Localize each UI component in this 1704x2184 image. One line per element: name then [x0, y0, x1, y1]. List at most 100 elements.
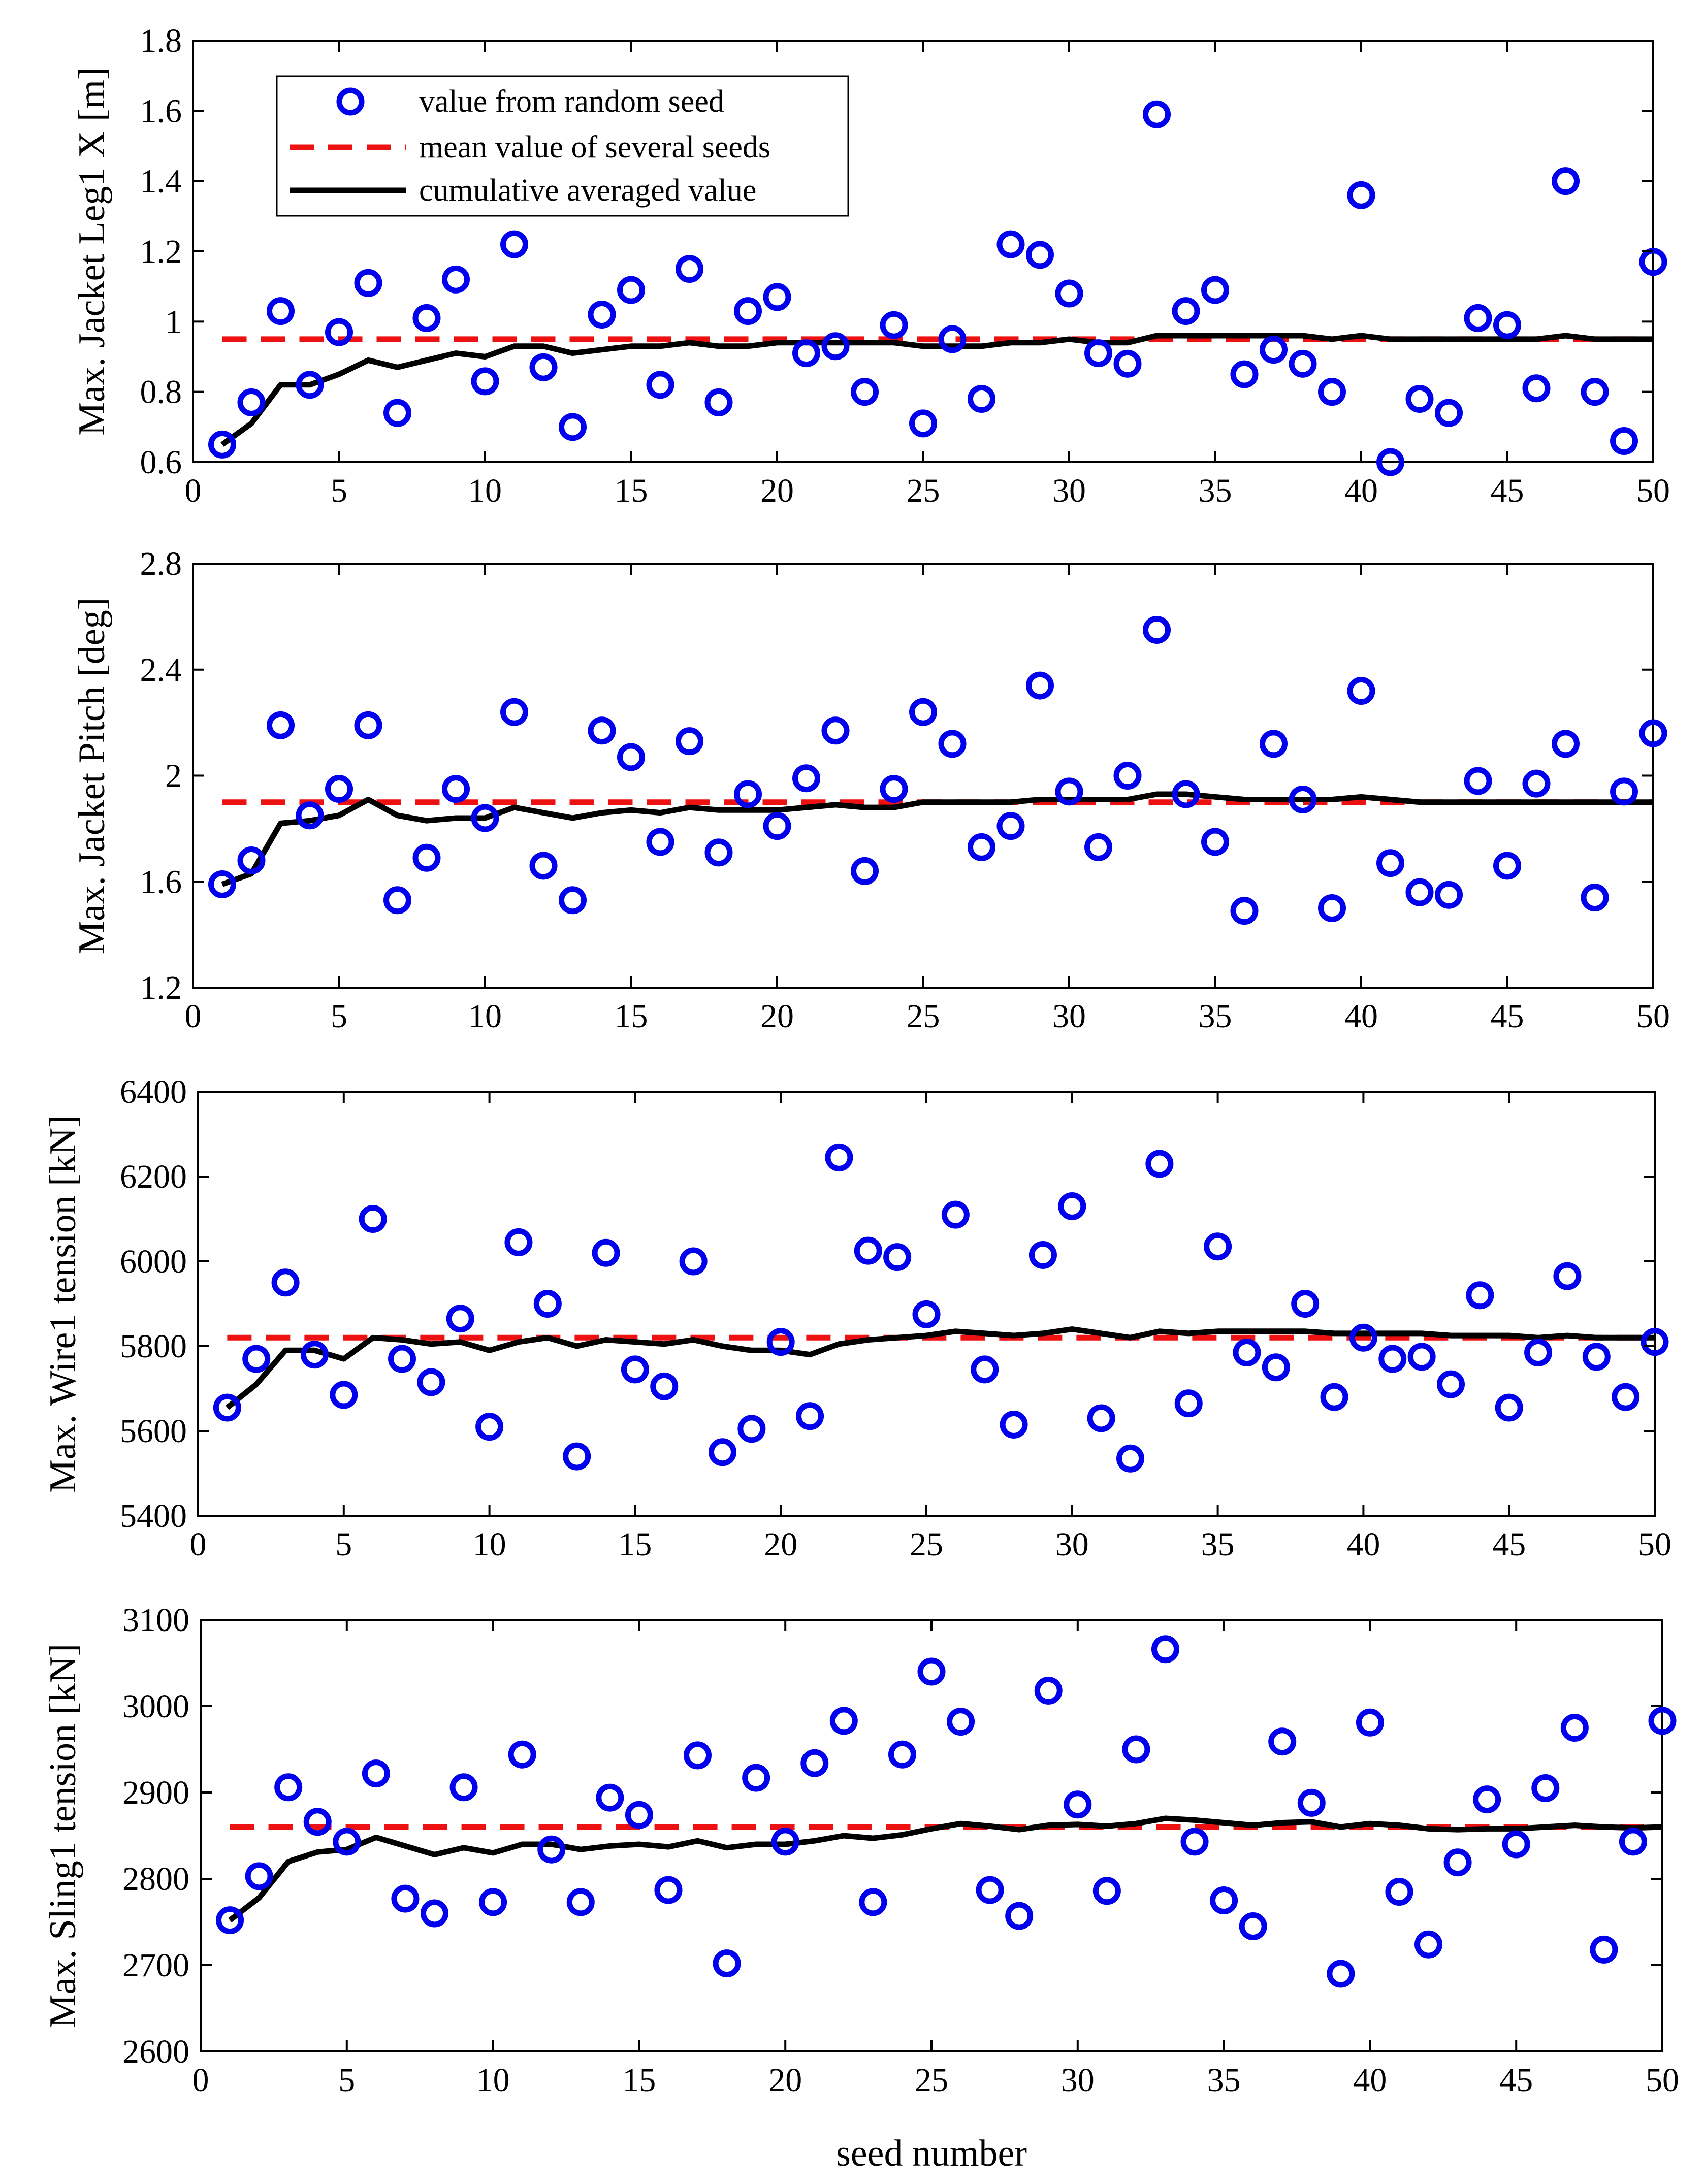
data-point — [333, 1828, 361, 1856]
legend-label-mean: mean value of several seeds — [419, 130, 770, 165]
data-point — [1464, 304, 1492, 332]
data-point — [851, 378, 879, 406]
data-point — [1641, 1328, 1669, 1356]
cumulative-line — [221, 791, 1653, 887]
data-point — [1522, 374, 1551, 403]
data-point — [1058, 1192, 1086, 1220]
data-point — [362, 1759, 390, 1788]
axis-ticks: 0 5 10 15 20 25 30 35 40 45 50 1.2 1.6 2 2.4 2.8 — [140, 545, 1670, 1035]
data-point — [1531, 1774, 1560, 1802]
data-point — [854, 1236, 882, 1265]
x-tick-label: 15 — [615, 998, 648, 1035]
panel-pitch: 0 5 10 15 20 25 30 35 40 45 50 1.2 1.6 2 2.4 2.8 Max. J… — [71, 545, 1670, 1035]
x-tick-label: 30 — [1052, 998, 1086, 1035]
data-point — [1610, 427, 1638, 455]
y-axis-label: Max. Jacket Leg1 X [m] — [71, 67, 113, 435]
data-point — [1174, 1389, 1203, 1418]
data-point — [1590, 1935, 1618, 1964]
x-tick-label: 40 — [1344, 472, 1378, 509]
data-point — [1210, 1886, 1238, 1914]
data-point — [1055, 279, 1083, 308]
data-point — [734, 780, 762, 808]
y-tick-label: 1.8 — [140, 22, 182, 59]
y-tick-label: 2.4 — [140, 651, 182, 689]
data-point — [1327, 1960, 1355, 1988]
data-point — [1005, 1902, 1034, 1930]
data-point — [800, 1749, 829, 1777]
data-point — [1026, 241, 1054, 269]
data-point — [938, 730, 967, 758]
cumulative-line — [228, 1815, 1663, 1922]
x-tick-label: 45 — [1491, 998, 1524, 1035]
data-point — [383, 399, 411, 427]
data-point — [821, 332, 850, 361]
data-point — [792, 339, 820, 368]
data-point — [1407, 1343, 1436, 1371]
data-point — [296, 371, 324, 399]
data-point — [617, 743, 645, 771]
x-tick-label: 30 — [1052, 472, 1086, 509]
data-point — [1026, 671, 1054, 700]
data-point — [1172, 297, 1200, 325]
data-point — [888, 1740, 916, 1769]
legend-marker-circle-icon — [336, 87, 365, 116]
data-point — [529, 353, 558, 381]
data-point — [1291, 1290, 1320, 1318]
x-tick-label: 25 — [915, 2062, 948, 2099]
data-point — [1405, 385, 1434, 413]
data-point — [359, 1205, 387, 1233]
x-tick-label: 35 — [1199, 472, 1232, 509]
data-point — [330, 1381, 358, 1409]
y-tick-label: 2700 — [122, 1947, 189, 1984]
data-point — [851, 857, 879, 885]
data-point — [325, 318, 353, 346]
data-point — [704, 838, 733, 867]
data-point — [1619, 1828, 1647, 1856]
data-point — [938, 325, 967, 353]
data-point — [213, 1393, 241, 1422]
data-point — [1180, 1828, 1209, 1856]
x-tick-label: 0 — [192, 2062, 209, 2099]
x-tick-label: 20 — [760, 472, 794, 509]
x-tick-label: 30 — [1061, 2062, 1095, 2099]
data-point — [1201, 828, 1229, 856]
data-point — [734, 297, 762, 325]
y-tick-label: 5800 — [120, 1328, 187, 1365]
data-point — [1443, 1848, 1472, 1877]
data-point — [646, 371, 674, 399]
x-tick-label: 10 — [468, 998, 502, 1035]
x-tick-label: 30 — [1055, 1526, 1089, 1563]
data-point — [267, 297, 295, 325]
data-point — [1524, 1339, 1553, 1367]
x-tick-label: 35 — [1201, 1526, 1235, 1563]
data-point — [267, 711, 295, 739]
data-point — [242, 1345, 271, 1373]
data-point — [1553, 1262, 1582, 1290]
data-point — [1639, 719, 1667, 747]
data-point — [1084, 339, 1112, 368]
data-point — [1084, 833, 1112, 861]
cumulative-line — [220, 333, 1653, 447]
data-point — [566, 1888, 595, 1916]
data-point — [617, 276, 645, 304]
x-tick-label: 0 — [190, 1526, 207, 1563]
data-point — [1239, 1912, 1267, 1940]
y-axis-label: Max. Sling1 tension [kN] — [42, 1644, 84, 2028]
x-axis-label: seed number — [836, 2133, 1027, 2174]
data-point — [1612, 1383, 1640, 1411]
data-point — [475, 1413, 504, 1441]
data-point — [996, 812, 1025, 840]
axis-ticks: 0 5 10 15 20 25 30 35 40 45 50 0.6 0.8 1 1.2 1.4 1.6 1.8 — [140, 22, 1670, 509]
series-layer — [213, 1143, 1669, 1473]
data-point — [1230, 360, 1259, 388]
axis-ticks: 0 5 10 15 20 25 30 35 40 45 50 2600 2700 2800 2900 3000… — [122, 1602, 1679, 2099]
data-point — [1552, 167, 1580, 195]
data-point — [471, 367, 499, 396]
data-point — [442, 775, 470, 803]
data-point — [650, 1372, 679, 1400]
data-point — [883, 1243, 912, 1272]
y-tick-label: 3100 — [122, 1602, 189, 1639]
data-point — [1260, 336, 1288, 364]
data-point — [1151, 1635, 1179, 1664]
data-point — [271, 1268, 300, 1297]
